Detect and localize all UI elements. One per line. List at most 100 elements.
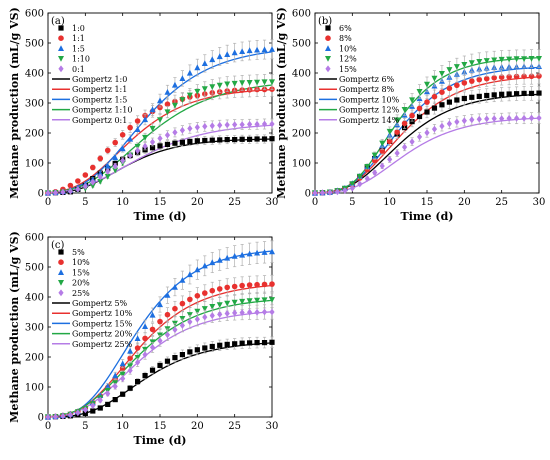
data-point [409,138,415,146]
legend-label: Gompertz 1:10 [72,106,132,115]
data-point [261,46,268,53]
data-point [349,181,356,188]
legend-marker [58,269,64,275]
data-point [364,175,370,182]
data-point [164,101,171,107]
data-point [246,80,253,86]
legend-marker [325,35,331,41]
data-point [536,56,542,62]
legend-label: 8% [339,34,352,43]
data-point [217,121,223,129]
data-point [135,379,141,385]
data-point [269,79,275,86]
data-point [224,284,230,291]
legend-label: 1:0 [72,24,85,33]
data-point [67,182,74,189]
x-axis-title: Time (d) [134,434,187,447]
data-point [424,109,430,115]
legend-label: 1:1 [72,34,85,43]
legend-label: 20% [72,279,90,288]
data-point [112,167,119,174]
legend-label: Gompertz 14% [339,116,400,125]
legend-label: 15% [72,268,90,277]
data-point [327,189,333,196]
data-point [164,131,171,139]
legend-marker [58,35,64,41]
data-point [157,143,163,149]
legend-label: Gompertz 1:5 [72,95,127,104]
data-point [261,120,268,128]
data-point [483,75,490,82]
legend-label: Gompertz 10% [72,309,133,318]
panel-label: (c) [51,240,65,251]
data-point [261,136,268,142]
data-point [247,136,253,142]
data-point [119,145,126,152]
data-point [484,115,490,123]
x-tick-label: 0 [45,421,51,432]
data-point [269,308,275,316]
legend-label: 15% [339,65,357,74]
data-point [334,188,340,196]
data-point [232,137,238,143]
y-tick-label: 100 [25,159,44,170]
data-point [239,282,245,289]
data-point [446,120,452,128]
data-point [269,281,275,287]
data-point [416,133,423,141]
data-point [60,188,66,196]
data-point [67,411,73,419]
data-point [202,123,208,130]
data-point [217,342,223,348]
data-point [484,92,490,99]
data-point [416,113,423,120]
legend-label: Gompertz 1:1 [72,85,127,94]
x-tick-label: 30 [266,421,279,432]
legend-marker [325,56,331,62]
data-point [261,249,268,255]
data-point [231,80,238,87]
data-point [187,138,193,144]
data-point [179,322,185,329]
y-tick-label: 200 [25,129,44,140]
legend-marker [325,45,331,51]
data-point [269,136,275,142]
data-point [506,56,513,63]
x-tick-label: 30 [266,197,279,208]
data-point [371,152,378,159]
y-axis-title: Methane production (mL/g VS) [8,7,21,199]
x-tick-label: 0 [312,197,318,208]
series-points-1 [45,336,275,420]
data-point [149,106,156,113]
data-point [402,143,408,151]
data-point [424,81,430,88]
x-axis-title: Time (d) [134,210,187,223]
data-point [416,89,423,95]
data-point [187,349,193,355]
data-point [387,156,393,163]
legend-label: Gompertz 0:1 [72,116,127,125]
data-point [239,80,246,87]
data-point [247,120,253,128]
data-point [112,139,118,146]
data-point [246,250,253,257]
data-point [194,123,200,131]
data-point [239,136,245,142]
data-point [454,82,460,89]
data-point [394,129,400,135]
data-point [120,375,126,382]
data-point [216,256,223,263]
y-tick-label: 100 [25,383,44,394]
data-point [439,89,445,95]
data-point [461,62,468,68]
data-point [157,97,163,104]
y-tick-label: 400 [25,293,44,304]
legend-label: Gompertz 1:0 [72,75,127,84]
data-point [194,315,200,323]
data-point [357,180,363,188]
x-tick-label: 20 [458,197,471,208]
data-point [416,105,423,112]
